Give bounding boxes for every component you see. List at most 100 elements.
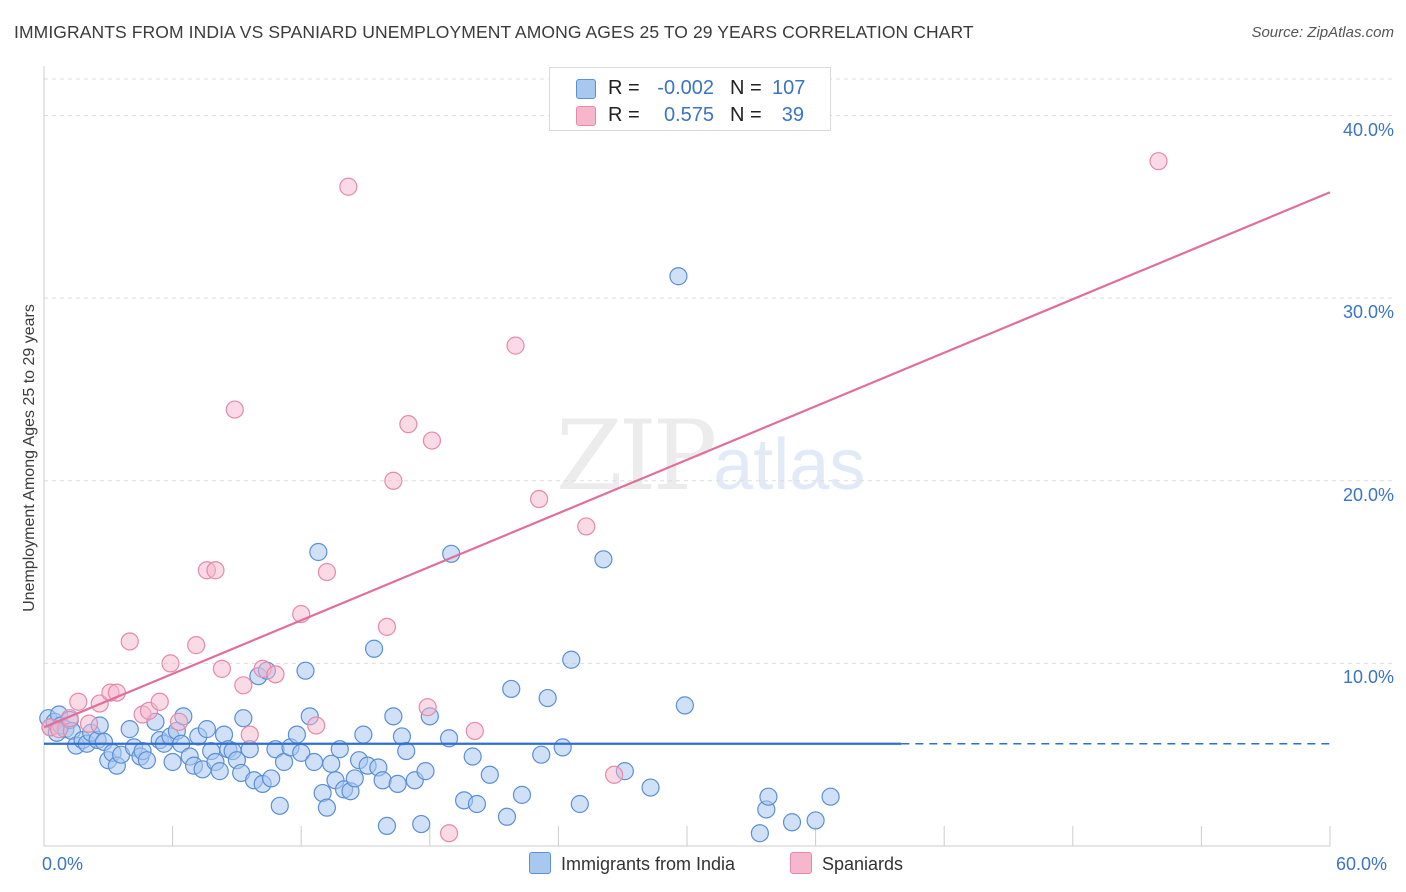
bottom-legend-label: Spaniards — [822, 854, 904, 874]
spaniard-point — [577, 517, 596, 536]
spaniard-point — [150, 692, 169, 711]
legend-swatch-india — [576, 79, 596, 99]
axes — [43, 66, 1330, 847]
spaniard-point — [212, 659, 231, 678]
x-tick-label-min: 0.0% — [42, 854, 84, 874]
spaniard-point — [1149, 152, 1168, 171]
bottom-legend-swatch-spaniards — [790, 852, 812, 874]
spaniard-point — [187, 636, 206, 655]
spaniard-point — [439, 824, 459, 843]
spaniard-point — [225, 400, 244, 419]
spaniard-point — [506, 336, 525, 355]
india-point — [512, 785, 532, 804]
spaniard-point — [339, 177, 358, 196]
spaniard-point — [418, 698, 437, 717]
india-point — [296, 661, 315, 680]
watermark-zip: ZIP — [556, 400, 717, 512]
legend-row-india: R = -0.002 N = 107 — [550, 75, 830, 101]
y-tick-label: 30.0% — [1342, 302, 1394, 323]
y-axis-label: Unemployment Among Ages 25 to 29 years — [21, 304, 38, 612]
spaniard-point — [169, 712, 189, 731]
india-point — [412, 814, 431, 834]
series-spaniards — [41, 152, 1168, 843]
legend-swatch-spaniards — [576, 106, 596, 126]
india-point — [675, 696, 694, 715]
y-tick-label: 40.0% — [1342, 119, 1394, 140]
india-point — [480, 765, 499, 784]
r-label: R = — [608, 77, 640, 99]
n-label: N = — [730, 77, 762, 99]
india-point — [750, 824, 769, 843]
r-value: -0.002 — [657, 77, 714, 99]
spaniard-point — [161, 654, 180, 673]
india-point — [384, 707, 403, 726]
n-value: 107 — [772, 77, 806, 99]
spaniard-point — [79, 714, 99, 733]
trend-lines — [43, 191, 1331, 745]
source-label: Source: ZipAtlas.com — [1251, 24, 1394, 41]
india-point — [377, 816, 397, 836]
x-tick-label-max: 60.0% — [1336, 854, 1388, 874]
spaniard-point — [317, 562, 337, 582]
india-point — [553, 738, 572, 757]
india-point — [137, 751, 156, 770]
spaniard-point — [266, 665, 285, 684]
spaniard-point — [530, 489, 549, 509]
spaniard-point — [206, 561, 225, 580]
series-immigrants-from-india — [39, 267, 840, 843]
india-point — [562, 650, 581, 669]
india-point — [364, 639, 384, 658]
india-point — [388, 774, 407, 794]
n-label: N = — [730, 104, 762, 126]
india-point — [197, 720, 216, 739]
india-point — [502, 679, 521, 699]
india-point — [309, 542, 328, 562]
spaniard-point — [120, 632, 139, 651]
bottom-legend-swatch-india — [529, 852, 551, 874]
legend-row-spaniards: R = 0.575 N = 39 — [550, 102, 830, 128]
bottom-legend-label: Immigrants from India — [561, 854, 736, 874]
india-point — [439, 729, 459, 748]
india-point — [354, 725, 373, 744]
india-point — [317, 798, 337, 817]
india-point — [538, 688, 557, 708]
india-point — [782, 813, 802, 832]
india-point — [806, 811, 825, 830]
india-point — [821, 787, 840, 806]
spaniard-point — [377, 617, 397, 636]
chart-title: IMMIGRANTS FROM INDIA VS SPANIARD UNEMPL… — [14, 22, 974, 42]
india-point — [330, 740, 349, 759]
india-point — [373, 771, 392, 790]
india-point — [641, 778, 660, 797]
india-point — [669, 267, 688, 286]
india-point — [463, 747, 482, 766]
india-point — [287, 725, 307, 744]
spaniard-point — [240, 725, 259, 744]
india-point — [759, 787, 778, 806]
y-tick-label: 20.0% — [1342, 484, 1394, 505]
spaniard-point — [307, 716, 326, 735]
india-point — [532, 745, 551, 764]
india-point — [467, 794, 487, 814]
india-point — [210, 762, 229, 781]
r-value: 0.575 — [663, 104, 714, 126]
r-label: R = — [608, 104, 640, 126]
india-point — [120, 720, 139, 739]
spaniard-point — [465, 721, 484, 741]
india-point — [304, 752, 324, 772]
correlation-legend: R = -0.002 N = 107 R = 0.575 N = 39 — [549, 67, 831, 131]
india-point — [234, 709, 253, 728]
india-point — [262, 769, 281, 788]
india-point — [570, 794, 589, 814]
spaniard-point — [234, 676, 253, 695]
spaniard-trend-line — [43, 191, 1331, 729]
india-point — [270, 796, 289, 815]
spaniard-point — [605, 765, 624, 784]
india-point — [594, 550, 613, 569]
bottom-legend-spaniards: Spaniards — [790, 852, 903, 875]
india-point — [163, 752, 182, 772]
y-tick-label: 10.0% — [1342, 667, 1394, 688]
grid-lines — [44, 78, 1392, 664]
bottom-legend-india: Immigrants from India — [529, 852, 735, 875]
